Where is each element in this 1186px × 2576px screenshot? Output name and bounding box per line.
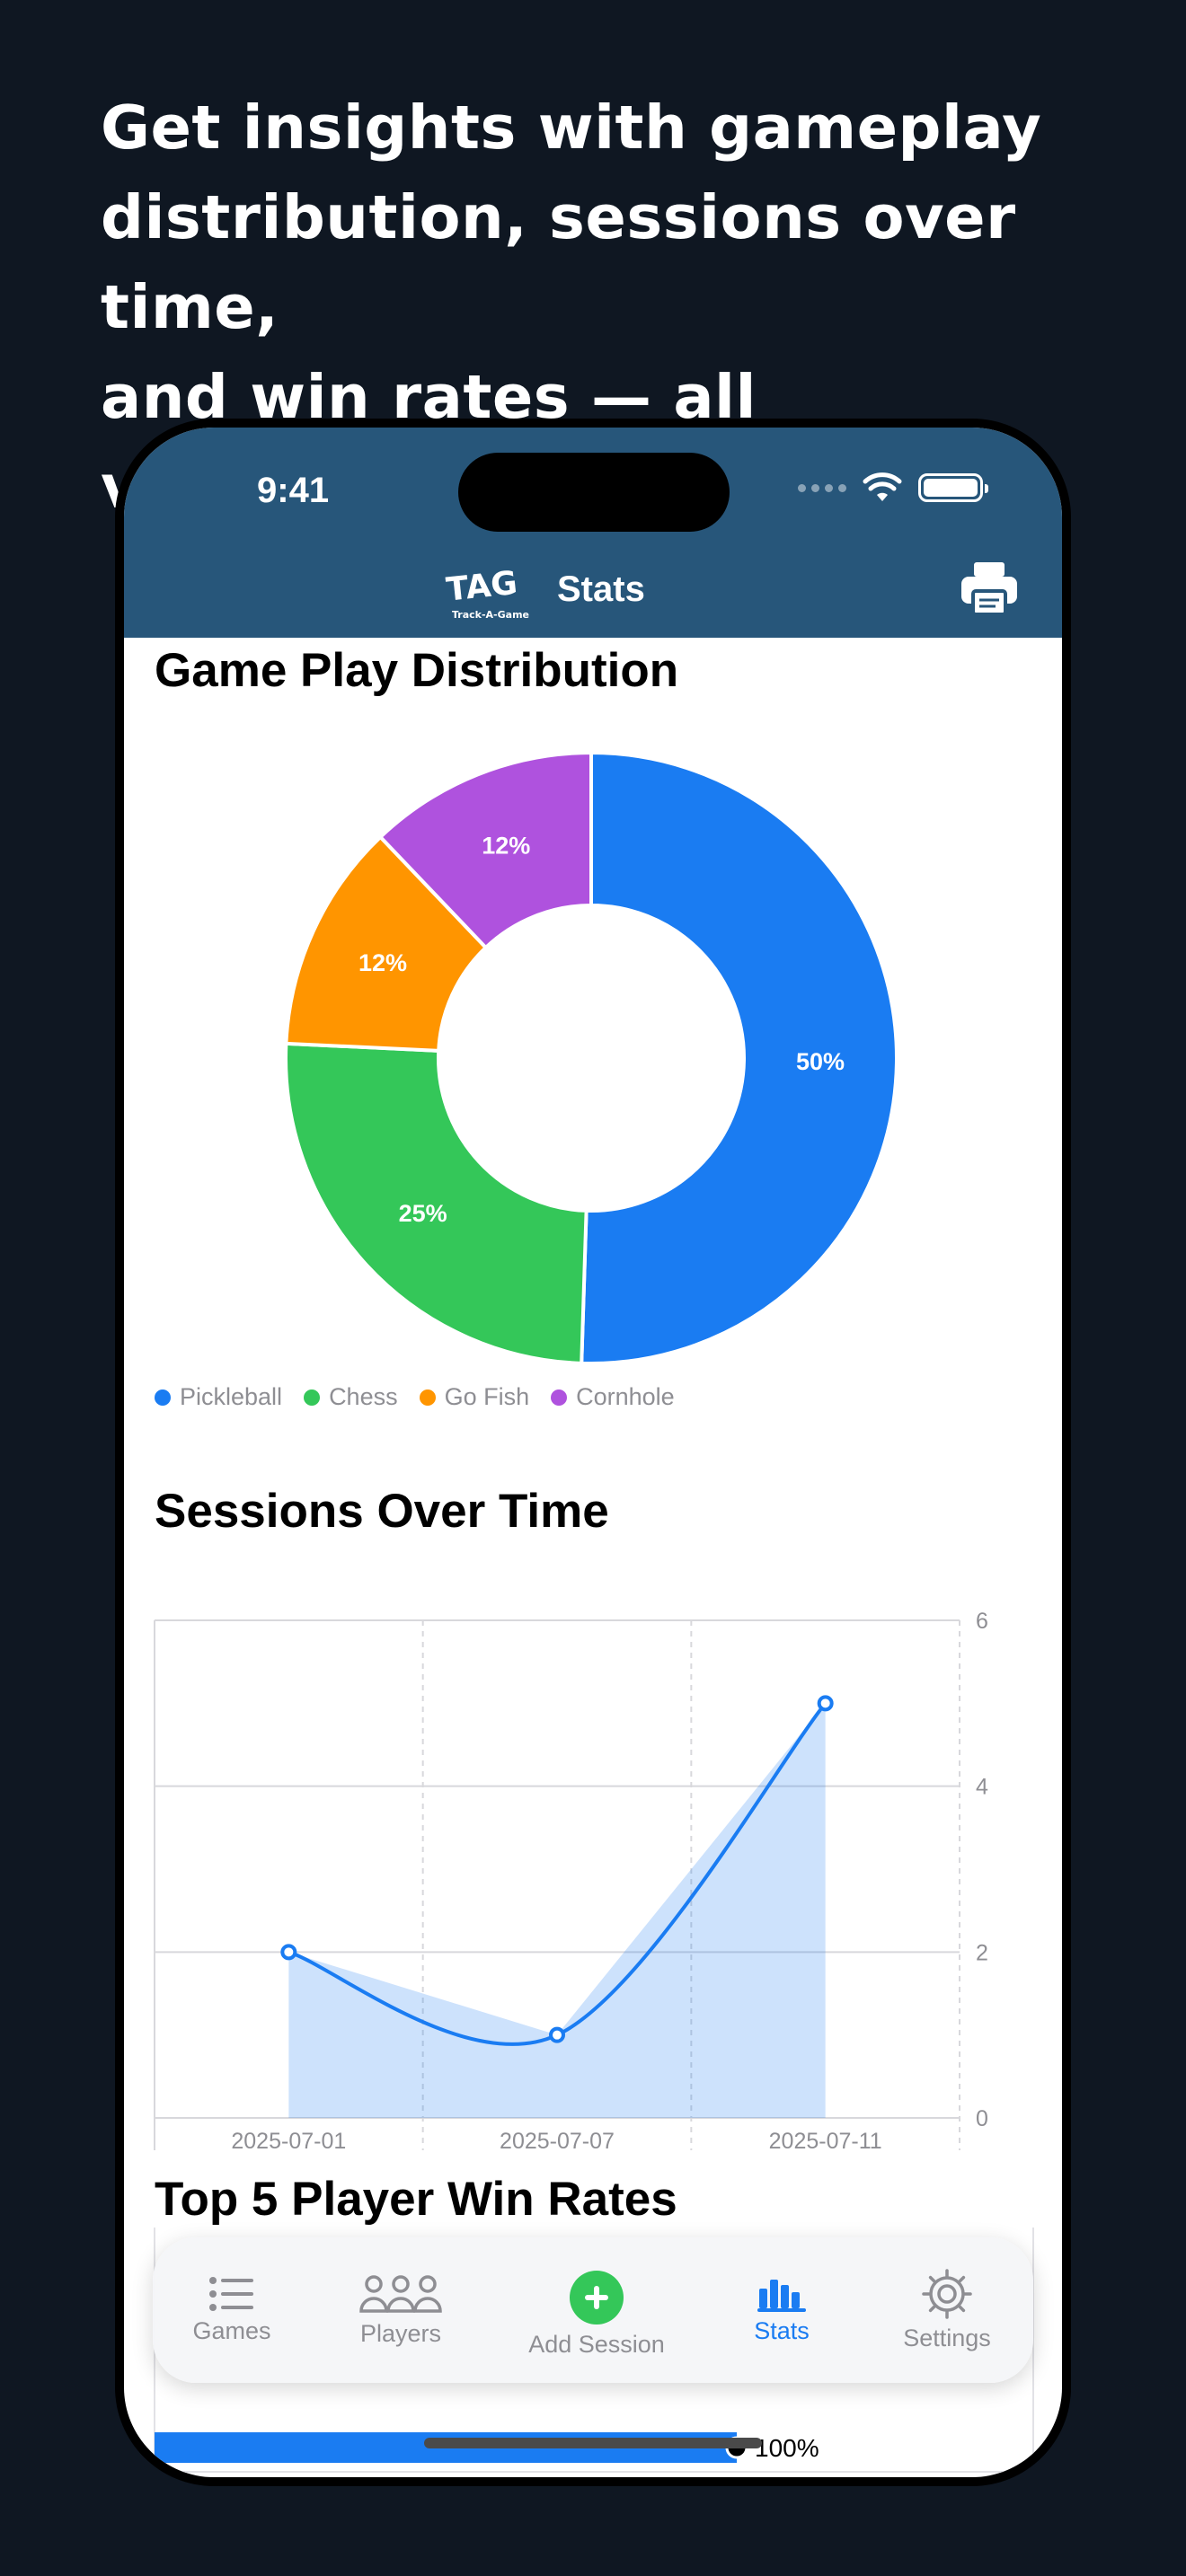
- home-indicator: [424, 2438, 762, 2448]
- sessions-point: [280, 1944, 297, 1961]
- tab-bar: Games Players Add Session: [153, 2237, 1033, 2383]
- tab-settings[interactable]: Settings: [861, 2237, 1033, 2383]
- sessions-over-time-chart: 0 2 4 6 2025-07-01 2025-07-07 2025-07-11: [154, 1609, 988, 2150]
- sessions-point: [549, 2026, 565, 2043]
- page-title: Stats: [557, 569, 645, 609]
- legend-item-chess: Chess: [304, 1383, 398, 1411]
- y-tick-label: 0: [976, 2106, 988, 2131]
- donut-legend: Pickleball Chess Go Fish Cornhole: [155, 1383, 675, 1411]
- distribution-title: Game Play Distribution: [155, 644, 679, 697]
- y-tick-label: 6: [976, 1609, 988, 1634]
- donut-slice-pickleball: [580, 750, 898, 1365]
- headline-line-2: distribution, sessions over time,: [101, 182, 1016, 342]
- winrates-title: Top 5 Player Win Rates: [155, 2173, 677, 2226]
- wifi-icon: [863, 472, 902, 501]
- legend-item-pickleball: Pickleball: [155, 1383, 282, 1411]
- winrate-value-label: 100%: [755, 2434, 819, 2462]
- y-tick-label: 4: [976, 1775, 988, 1800]
- top-header: 9:41 TAG Track-A-Game Stats: [124, 428, 1062, 638]
- tag-logo: TAG Track-A-Game: [445, 565, 529, 621]
- legend-item-cornhole: Cornhole: [551, 1383, 675, 1411]
- sessions-point: [817, 1695, 834, 1712]
- phone-screen: 9:41 TAG Track-A-Game Stats: [124, 428, 1062, 2477]
- game-distribution-donut-chart: 50% 25% 12% 12%: [284, 750, 898, 1365]
- sessions-area: [288, 1703, 826, 2118]
- legend-label: Go Fish: [444, 1383, 530, 1410]
- donut-slice-label: 12%: [358, 949, 407, 976]
- donut-slice-go-fish: [284, 834, 489, 1054]
- tab-stats[interactable]: Stats: [703, 2237, 861, 2383]
- plus-circle-icon: [570, 2270, 624, 2325]
- x-tick-label: 2025-07-07: [500, 2129, 615, 2150]
- svg-text:TAG: TAG: [445, 565, 519, 609]
- legend-item-go-fish: Go Fish: [419, 1383, 530, 1411]
- gear-icon: [922, 2268, 972, 2319]
- list-icon: [209, 2276, 253, 2311]
- y-tick-label: 2: [976, 1940, 988, 1965]
- sessions-line: [288, 1702, 828, 2046]
- people-icon: [359, 2274, 442, 2313]
- legend-dot: [155, 1389, 171, 1406]
- x-tick-label: 2025-07-11: [769, 2129, 882, 2150]
- battery-icon: [918, 473, 988, 502]
- tab-add-session-label: Add Session: [528, 2330, 665, 2358]
- legend-dot: [419, 1389, 436, 1406]
- phone-frame: 9:41 TAG Track-A-Game Stats: [115, 419, 1071, 2486]
- donut-slice-chess: [284, 1041, 589, 1365]
- legend-dot: [551, 1389, 568, 1406]
- legend-label: Chess: [329, 1383, 398, 1410]
- status-icons: [798, 472, 988, 503]
- x-tick-label: 2025-07-01: [231, 2129, 346, 2150]
- legend-dot: [304, 1389, 321, 1406]
- tab-players[interactable]: Players: [311, 2237, 491, 2383]
- donut-slice-label: 25%: [399, 1200, 447, 1227]
- legend-label: Cornhole: [576, 1383, 675, 1410]
- svg-text:Track-A-Game: Track-A-Game: [452, 609, 529, 621]
- headline-line-1: Get insights with gameplay: [101, 93, 1042, 163]
- tab-stats-label: Stats: [754, 2316, 810, 2344]
- dynamic-island: [458, 453, 730, 532]
- tab-settings-label: Settings: [903, 2324, 991, 2351]
- tab-players-label: Players: [359, 2319, 442, 2347]
- print-icon[interactable]: [960, 560, 1019, 616]
- tab-add-session[interactable]: Add Session: [491, 2237, 703, 2383]
- signal-icon: [798, 483, 846, 492]
- bar-chart-icon: [757, 2279, 806, 2312]
- stats-scroll-content[interactable]: Game Play Distribution 50% 25% 12% 12% Pick…: [124, 638, 1062, 2477]
- sessions-title: Sessions Over Time: [155, 1485, 609, 1538]
- tab-games[interactable]: Games: [153, 2237, 311, 2383]
- legend-label: Pickleball: [180, 1383, 283, 1410]
- donut-slice-label: 50%: [796, 1048, 845, 1075]
- donut-slice-label: 12%: [482, 832, 530, 859]
- status-time: 9:41: [257, 471, 330, 510]
- donut-slice-cornhole: [377, 750, 593, 950]
- tab-games-label: Games: [192, 2316, 271, 2344]
